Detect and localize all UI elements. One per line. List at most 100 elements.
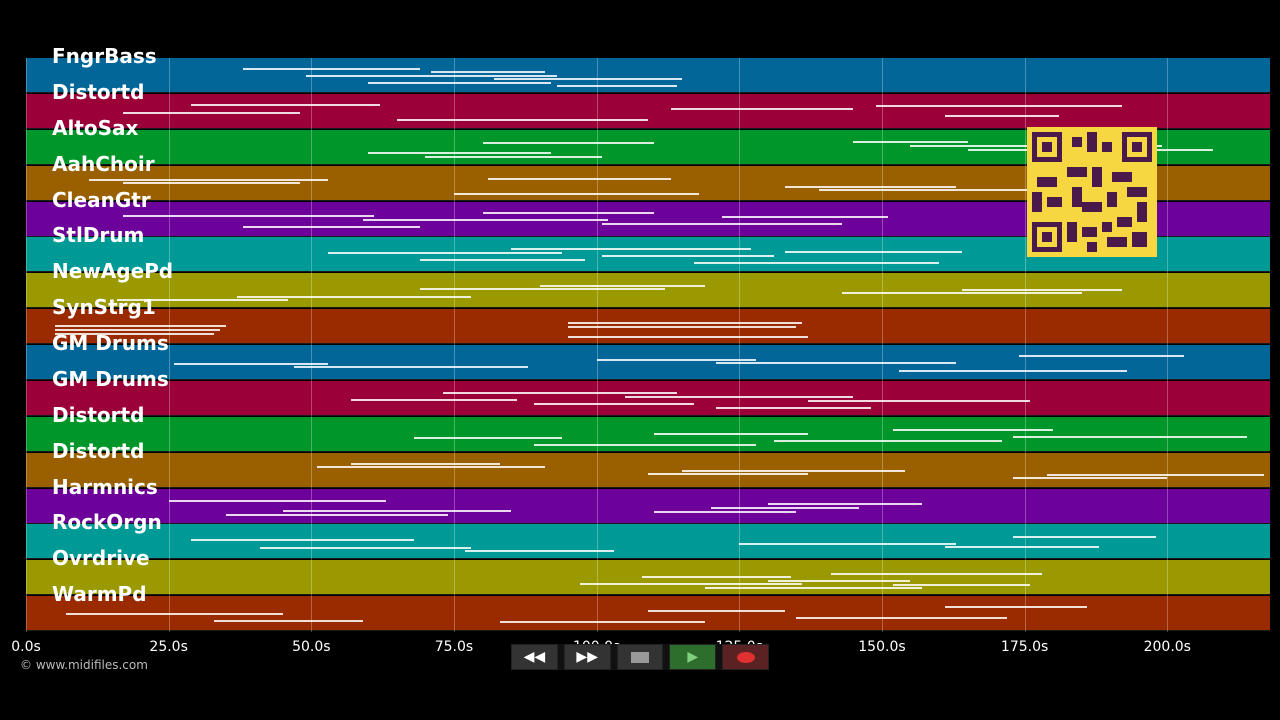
midi-note	[693, 262, 940, 265]
track-label: AahChoir	[52, 151, 155, 176]
midi-note	[191, 103, 380, 106]
midi-note	[1013, 536, 1156, 539]
midi-note	[237, 296, 472, 299]
midi-note	[396, 118, 648, 121]
play-button[interactable]: ▶	[669, 644, 717, 670]
qr-code-icon	[1027, 127, 1157, 257]
track-lane[interactable]	[26, 416, 1270, 452]
track-label: FngrBass	[52, 44, 157, 68]
track-lane[interactable]	[26, 452, 1270, 488]
midi-note	[65, 613, 283, 616]
gridline	[168, 58, 170, 632]
track-lane[interactable]	[26, 380, 1270, 416]
midi-note	[716, 406, 871, 409]
track-label: Distortd	[52, 402, 145, 427]
midi-note	[1018, 355, 1185, 357]
midi-note	[710, 506, 860, 509]
midi-note	[465, 550, 614, 553]
play-icon: ▶	[687, 649, 699, 665]
rewind-button[interactable]: ◀◀	[511, 644, 558, 670]
midi-note	[784, 185, 957, 188]
midi-note	[625, 395, 854, 398]
midi-note	[259, 547, 472, 550]
midi-note	[493, 78, 683, 80]
midi-note	[511, 248, 751, 251]
copyright-text: © www.midifiles.com	[20, 658, 148, 672]
midi-note	[351, 398, 517, 401]
midi-note	[784, 251, 962, 254]
track-label: CleanGtr	[52, 187, 151, 212]
midi-note	[488, 177, 671, 180]
record-icon	[736, 651, 755, 663]
midi-note	[539, 285, 706, 288]
midi-note	[682, 469, 905, 472]
track-lane[interactable]	[26, 488, 1270, 524]
midi-note	[653, 510, 797, 513]
fast-forward-button[interactable]: ▶▶	[563, 644, 611, 670]
midi-note	[317, 465, 546, 468]
track-label: NewAgePd	[52, 259, 174, 284]
time-tick-label: 200.0s	[1143, 639, 1191, 655]
track-label: Harmnics	[52, 474, 158, 499]
track-label: StlDrum	[52, 223, 145, 248]
midi-note	[533, 443, 757, 446]
midi-note	[602, 255, 774, 258]
midi-note	[499, 621, 706, 624]
midi-note	[168, 499, 386, 502]
midi-note	[453, 192, 700, 195]
midi-note	[944, 114, 1059, 117]
track-lane[interactable]	[26, 58, 1270, 93]
record-button[interactable]	[722, 644, 769, 670]
time-tick-label: 150.0s	[858, 639, 906, 655]
time-tick-label: 25.0s	[149, 639, 188, 655]
midi-note	[579, 583, 803, 586]
track-label: Distortd	[52, 438, 145, 463]
midi-note	[431, 71, 546, 73]
midi-note	[191, 539, 415, 542]
midi-note	[773, 439, 1002, 442]
midi-note	[1047, 473, 1265, 476]
midi-note	[362, 218, 609, 221]
midi-note	[722, 215, 888, 218]
midi-note	[328, 252, 563, 255]
midi-note	[893, 584, 1031, 587]
midi-note	[642, 576, 791, 579]
midi-note	[368, 151, 551, 154]
midi-note	[568, 336, 808, 339]
track-label: Distortd	[52, 79, 145, 104]
midi-note	[214, 620, 363, 623]
midi-note	[807, 399, 1031, 402]
midi-note	[123, 181, 300, 184]
midi-note	[767, 580, 911, 583]
midi-note	[442, 391, 677, 394]
time-tick-label: 0.0s	[11, 639, 41, 655]
midi-note	[602, 222, 842, 225]
midi-note	[225, 513, 449, 516]
midi-note	[1013, 476, 1168, 479]
track-label: GM Drums	[52, 366, 169, 391]
midi-note	[419, 259, 586, 262]
midi-note	[648, 610, 785, 613]
midi-note	[123, 214, 375, 217]
gridline	[453, 58, 455, 632]
midi-note	[653, 432, 808, 435]
track-lane[interactable]	[26, 524, 1270, 560]
track-lane[interactable]	[26, 345, 1270, 380]
midi-note	[944, 606, 1088, 609]
midi-note	[351, 462, 500, 465]
midi-note	[54, 325, 226, 328]
midi-note	[54, 333, 215, 336]
midi-note	[242, 68, 420, 70]
track-label: GM Drums	[52, 331, 169, 355]
midi-note	[242, 225, 420, 228]
midi-note	[368, 82, 551, 84]
midi-note	[282, 509, 512, 512]
time-tick-label: 75.0s	[434, 639, 474, 655]
midi-note	[648, 472, 808, 475]
stop-button[interactable]	[616, 644, 664, 670]
track-label: Ovrdrive	[52, 546, 150, 571]
time-tick-label: 50.0s	[292, 639, 331, 655]
stop-icon	[630, 651, 649, 663]
midi-note	[670, 107, 854, 110]
track-lane[interactable]	[26, 93, 1270, 129]
